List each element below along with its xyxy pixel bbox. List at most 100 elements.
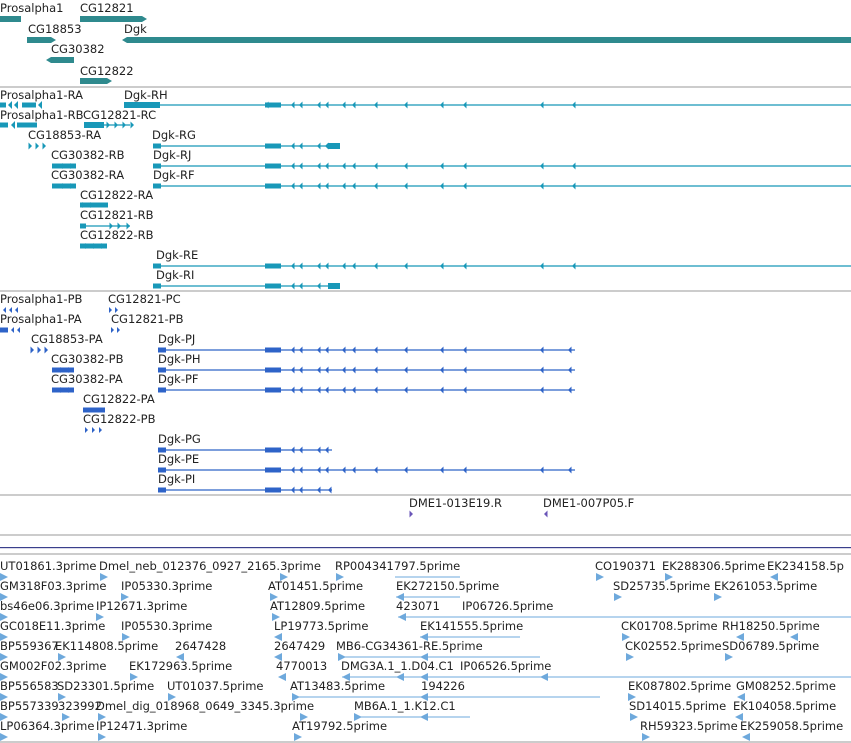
est-label[interactable]: Dmel_neb_012376_0927_2165.3prime xyxy=(99,559,321,573)
est-label[interactable]: 194226 xyxy=(421,679,465,693)
est-label[interactable]: SD06789.5prime xyxy=(722,639,820,653)
protein-label[interactable]: CG30382-PA xyxy=(51,372,123,386)
protein-label[interactable]: CG12821-PB xyxy=(111,312,184,326)
protein-label[interactable]: CG12822-PA xyxy=(83,392,155,406)
protein-label[interactable]: CG12821-PC xyxy=(108,292,181,306)
est-label[interactable]: EK272150.5prime xyxy=(396,579,500,593)
arrow-right-icon xyxy=(122,633,130,641)
est-label[interactable]: SD23301.5prime xyxy=(57,679,155,693)
est-label[interactable]: DMG3A.1_1.D04.C1 xyxy=(341,659,454,673)
est-label[interactable]: BP557339 xyxy=(0,699,59,713)
est-label[interactable]: CK01708.5prime xyxy=(621,619,718,633)
transcript-label[interactable]: Dgk-RE xyxy=(156,248,199,262)
transcript-label[interactable]: Prosalpha1-RB xyxy=(0,108,84,122)
est-label[interactable]: EK087802.5prime xyxy=(628,679,732,693)
est-label[interactable]: CK02552.5prime xyxy=(625,639,722,653)
transcript-label[interactable]: CG12822-RB xyxy=(80,228,154,242)
est-label[interactable]: AT13483.5prime xyxy=(290,679,386,693)
transcript-label[interactable]: Dgk-RH xyxy=(124,88,168,102)
protein-label[interactable]: Dgk-PF xyxy=(158,372,199,386)
arrow-left-icon xyxy=(440,182,444,190)
est-label[interactable]: LP06364.3prime xyxy=(0,719,95,733)
est-label[interactable]: SD14015.5prime xyxy=(629,699,727,713)
est-label[interactable]: EK234158.5p xyxy=(767,559,844,573)
protein-label[interactable]: Dgk-PH xyxy=(158,352,201,366)
est-label[interactable]: 4770013 xyxy=(276,659,328,673)
transcript-label[interactable]: CG12822-RA xyxy=(80,188,154,202)
est-label[interactable]: CO190371 xyxy=(595,559,656,573)
gene-label[interactable]: CG30382 xyxy=(51,42,105,56)
arrow-left-icon xyxy=(540,182,544,190)
est-label[interactable]: IP12671.3prime xyxy=(96,599,188,613)
est-label[interactable]: IP06526.5prime xyxy=(460,659,552,673)
est-label[interactable]: AT19792.5prime xyxy=(292,719,388,733)
gene-label[interactable]: CG18853 xyxy=(28,22,82,36)
est-label[interactable]: EK288306.5prime xyxy=(662,559,766,573)
est-label[interactable]: SD25735.5prime xyxy=(613,579,711,593)
est-label[interactable]: 2647429 xyxy=(274,639,326,653)
transcript-label[interactable]: Dgk-RJ xyxy=(153,148,192,162)
est-label[interactable]: EK104058.5prime xyxy=(733,699,837,713)
bac-end-label[interactable]: DME1-007P05.F xyxy=(543,496,635,510)
est-label[interactable]: RP004341797.5prime xyxy=(335,559,461,573)
protein-label[interactable]: CG30382-PB xyxy=(51,352,124,366)
est-label[interactable]: EK259058.5prime xyxy=(740,719,844,733)
gene-label[interactable]: CG12822 xyxy=(80,64,134,78)
transcript-label[interactable]: CG30382-RA xyxy=(51,168,125,182)
transcript-label[interactable]: Prosalpha1-RA xyxy=(0,88,83,102)
arrow-left-icon xyxy=(66,367,69,373)
est-label[interactable]: EK114808.5prime xyxy=(55,639,159,653)
est-label[interactable]: EK172963.5prime xyxy=(129,659,233,673)
protein-label[interactable]: CG18853-PA xyxy=(31,332,103,346)
est-label[interactable]: Dmel_dig_018968_0649_3345.3prime xyxy=(96,699,315,713)
est-label[interactable]: IP06726.5prime xyxy=(462,599,554,613)
est-label[interactable]: AT12809.5prime xyxy=(270,599,366,613)
transcript-label[interactable]: CG12821-RC xyxy=(83,108,157,122)
est-label[interactable]: UT01037.5prime xyxy=(167,679,264,693)
est-label[interactable]: MB6A.1_1.K12.C1 xyxy=(354,699,456,713)
gene-label[interactable]: Dgk xyxy=(124,22,147,36)
arrow-left-icon xyxy=(317,142,321,150)
est-label[interactable]: EK261053.5prime xyxy=(714,579,818,593)
est-label[interactable]: EK141555.5prime xyxy=(420,619,524,633)
protein-label[interactable]: Dgk-PE xyxy=(158,452,200,466)
gene-label[interactable]: CG12821 xyxy=(80,1,134,15)
est-label[interactable]: RH18250.5prime xyxy=(722,619,820,633)
protein-label[interactable]: Dgk-PI xyxy=(158,472,196,486)
est-label[interactable]: BP559367 xyxy=(0,639,59,653)
protein-label[interactable]: Dgk-PJ xyxy=(158,332,196,346)
est-label[interactable]: GM002F02.3prime xyxy=(0,659,107,673)
transcript-label[interactable]: CG12821-RB xyxy=(80,208,154,222)
est-label[interactable]: 2647428 xyxy=(175,639,227,653)
est-label[interactable]: RH59323.5prime xyxy=(640,719,738,733)
transcript-label[interactable]: Dgk-RG xyxy=(152,128,196,142)
est-label[interactable]: AT01451.5prime xyxy=(268,579,364,593)
protein-label[interactable]: Prosalpha1-PA xyxy=(0,312,82,326)
gene-label[interactable]: Prosalpha1 xyxy=(0,1,64,15)
arrow-right-icon xyxy=(336,573,344,581)
est-label[interactable]: GC018E11.3prime xyxy=(0,619,106,633)
est-label[interactable]: 423071 xyxy=(396,599,440,613)
arrow-left-icon xyxy=(176,653,184,661)
arrow-left-icon xyxy=(374,262,378,270)
est-label[interactable]: IP12471.3prime xyxy=(96,719,188,733)
transcript-label[interactable]: CG18853-RA xyxy=(28,128,102,142)
est-label[interactable]: GM318F03.3prime xyxy=(0,579,107,593)
est-label[interactable]: LP19773.5prime xyxy=(274,619,369,633)
est-label[interactable]: MB6-CG34361-RE.5prime xyxy=(336,639,483,653)
transcript-label[interactable]: Dgk-RI xyxy=(156,268,195,282)
bac-end-label[interactable]: DME1-013E19.R xyxy=(409,496,503,510)
est-label[interactable]: BP556583 xyxy=(0,679,59,693)
est-label[interactable]: GM08252.5prime xyxy=(736,679,836,693)
est-label[interactable]: IP05330.3prime xyxy=(121,579,213,593)
transcript-label[interactable]: Dgk-RF xyxy=(153,168,195,182)
protein-label[interactable]: CG12822-PB xyxy=(83,412,156,426)
protein-label[interactable]: Prosalpha1-PB xyxy=(0,292,83,306)
exon-block xyxy=(265,163,281,169)
est-label[interactable]: UT01861.3prime xyxy=(0,559,97,573)
est-label[interactable]: bs46e06.3prime xyxy=(0,599,95,613)
est-label[interactable]: 323992 xyxy=(58,699,102,713)
transcript-label[interactable]: CG30382-RB xyxy=(51,148,125,162)
est-label[interactable]: IP05530.3prime xyxy=(121,619,213,633)
protein-label[interactable]: Dgk-PG xyxy=(158,432,201,446)
